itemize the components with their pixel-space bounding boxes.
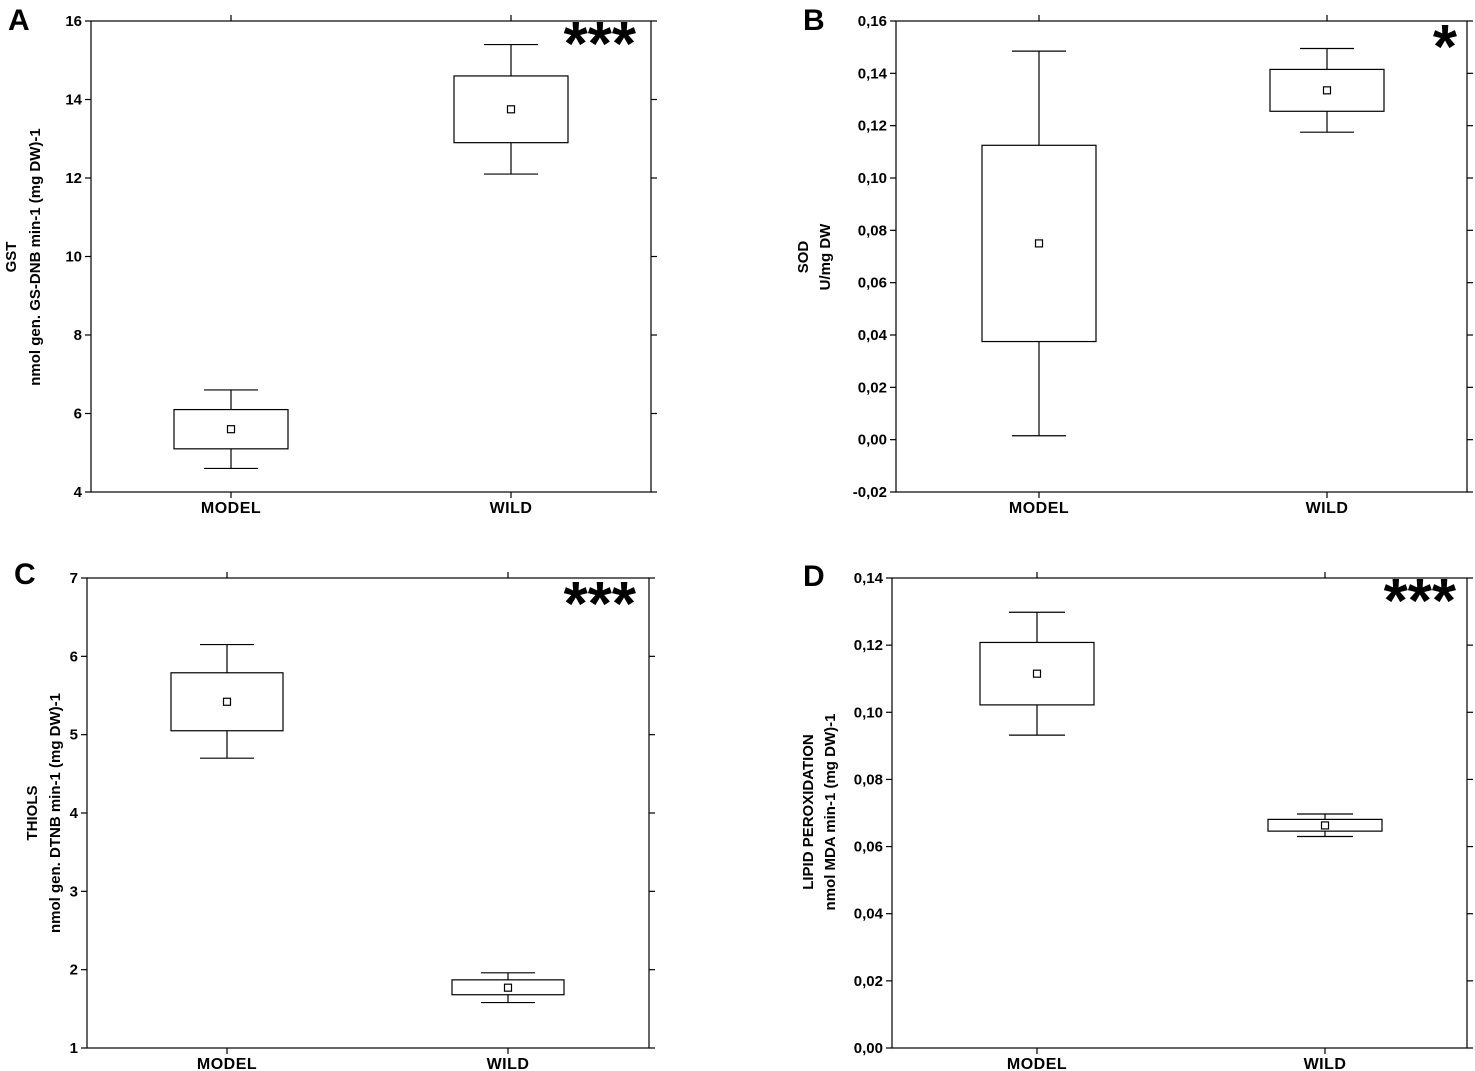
mean-marker [1320, 821, 1330, 830]
panel-b: -0,02 0,00 0,02 0,04 0,06 0,08 0,10 0,12 0,14 0,1… [795, 4, 1473, 517]
y-tick-label: 0,02 [854, 973, 883, 990]
plot-frame [895, 20, 1468, 493]
y-tick-label: 0,10 [858, 170, 887, 187]
y-tick-label: -0,02 [853, 484, 887, 501]
significance-stars: *** [1384, 567, 1457, 636]
x-category-label: WILD [1306, 500, 1349, 517]
y-tick-label: 5 [70, 727, 78, 744]
box-wild [451, 972, 565, 1004]
y-axis-label: nmol gen. DTNB min-1 (mg DW)-1 [47, 693, 64, 933]
x-category-label: WILD [487, 1056, 530, 1071]
box-model [170, 643, 284, 759]
box-model [173, 389, 289, 470]
y-tick-label: 6 [70, 648, 78, 665]
significance-stars: *** [564, 570, 637, 639]
y-tick-label: 10 [65, 249, 82, 266]
y-tick-label: 12 [65, 170, 82, 187]
mean-marker [506, 105, 516, 114]
y-tick-label: 0,06 [858, 275, 887, 292]
y-tick-label: 0,00 [854, 1040, 883, 1057]
box-model [979, 611, 1095, 736]
panel-a: 4 6 8 10 12 14 16 MODEL WILD A *** GST nmol gen. GS-… [3, 4, 657, 517]
significance-stars: * [1433, 13, 1458, 82]
y-axis-label: SOD [795, 241, 812, 274]
mean-marker [1034, 239, 1044, 248]
panel-letter: D [803, 560, 825, 593]
y-tick-label: 0,10 [854, 704, 883, 721]
y-tick-label: 8 [74, 327, 82, 344]
y-tick-label: 0,08 [858, 222, 887, 239]
y-tick-label: 6 [74, 406, 82, 423]
y-axis-label: THIOLS [24, 786, 41, 841]
box-model [981, 50, 1097, 437]
mean-marker [1032, 669, 1042, 678]
y-tick-label: 14 [65, 92, 82, 109]
x-category-label: MODEL [201, 500, 261, 517]
y-tick-label: 0,14 [854, 570, 884, 587]
y-tick-label: 0,12 [854, 637, 883, 654]
y-tick-label: 0,12 [858, 118, 887, 135]
plot-frame [891, 577, 1468, 1049]
y-tick-label: 0,02 [858, 379, 887, 396]
x-category-label: WILD [490, 500, 533, 517]
panel-letter: C [14, 558, 36, 591]
panel-d: 0,00 0,02 0,04 0,06 0,08 0,10 0,12 0,14 MODEL WIL… [800, 560, 1473, 1071]
x-category-label: MODEL [1009, 500, 1069, 517]
panel-c: 1 2 3 4 5 6 7 MODEL WILD C *** THIOLS nmol gen. DTNB… [14, 558, 655, 1071]
y-tick-label: 16 [65, 13, 82, 30]
panel-letter: B [803, 4, 825, 37]
y-axis-label: GST [3, 242, 20, 273]
mean-marker [222, 697, 232, 706]
y-tick-label: 0,14 [858, 65, 888, 82]
y-tick-label: 0,16 [858, 13, 887, 30]
y-axis-label: LIPID PEROXIDATION [800, 734, 817, 890]
mean-marker [1322, 86, 1332, 95]
y-tick-label: 0,00 [858, 432, 887, 449]
mean-marker [503, 983, 513, 992]
box-wild [1267, 813, 1383, 838]
x-category-label: WILD [1304, 1056, 1347, 1071]
box-wild [453, 43, 569, 175]
y-tick-label: 0,06 [854, 839, 883, 856]
x-category-label: MODEL [1007, 1056, 1067, 1071]
significance-stars: *** [564, 10, 637, 79]
y-tick-label: 4 [74, 484, 83, 501]
x-category-label: MODEL [197, 1056, 257, 1071]
box-wild [1269, 47, 1385, 133]
plot-frame [86, 577, 650, 1049]
y-tick-label: 4 [70, 805, 79, 822]
y-tick-label: 0,04 [858, 327, 888, 344]
y-axis-label: nmol MDA min-1 (mg DW)-1 [822, 714, 839, 911]
y-tick-label: 7 [70, 570, 78, 587]
y-axis-label: nmol gen. GS-DNB min-1 (mg DW)-1 [27, 128, 44, 386]
y-tick-label: 0,08 [854, 771, 883, 788]
y-tick-label: 0,04 [854, 906, 884, 923]
y-tick-label: 1 [70, 1040, 78, 1057]
y-axis-label: U/mg DW [817, 223, 834, 291]
y-tick-label: 3 [70, 883, 78, 900]
mean-marker [226, 425, 236, 434]
panel-letter: A [8, 4, 30, 37]
y-tick-label: 2 [70, 962, 78, 979]
